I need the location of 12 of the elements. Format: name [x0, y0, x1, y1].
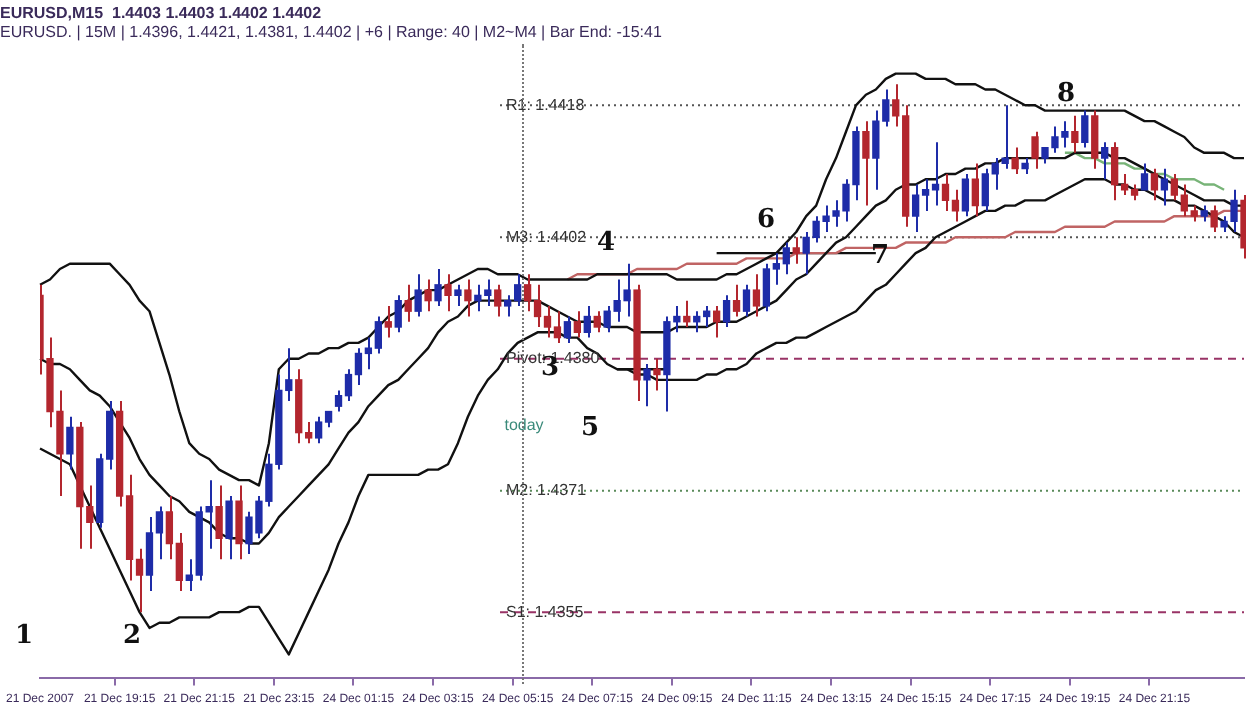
annotation: 5: [580, 412, 600, 443]
chart-title: EURUSD,M15 1.4403 1.4403 1.4402 1.4402: [0, 4, 323, 23]
annotation: M3: 1.4402: [506, 227, 588, 246]
annotation: 7: [870, 240, 890, 271]
annotation: 8: [1056, 79, 1076, 110]
annotation: 4: [596, 228, 616, 259]
annotation: today: [504, 416, 544, 435]
text: 2: [122, 620, 142, 651]
annotation: S1: 1.4355: [506, 602, 585, 621]
annotation: 6: [756, 204, 776, 235]
text: 1: [14, 620, 34, 651]
chart-subtitle: EURUSD. | 15M | 1.4396, 1.4421, 1.4381, 1.4402 | +6 | Range: 40 | M2~M4 | Bar End: -15:41: [0, 23, 663, 42]
